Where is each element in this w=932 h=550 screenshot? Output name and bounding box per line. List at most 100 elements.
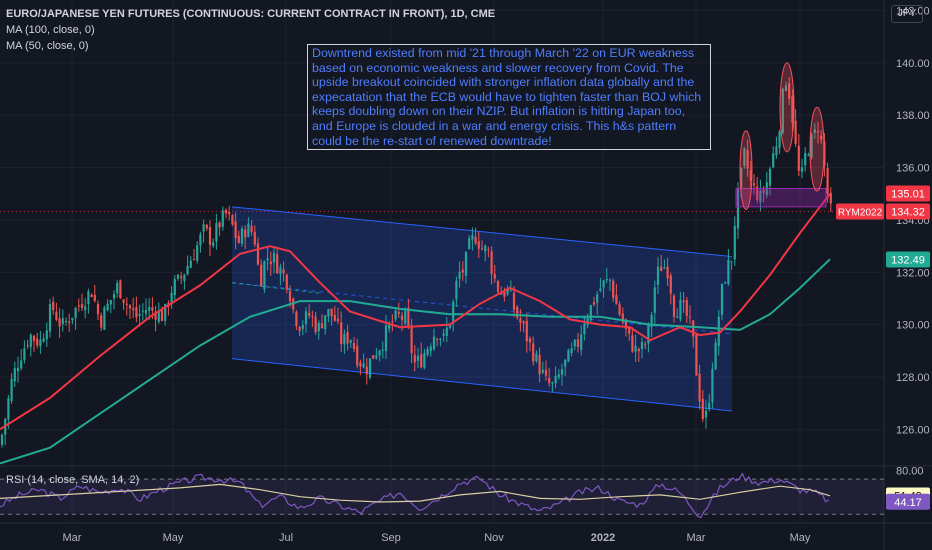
- candle[interactable]: [452, 299, 455, 332]
- channel-drawing[interactable]: [231, 206, 733, 412]
- candle[interactable]: [125, 297, 128, 316]
- candle[interactable]: [768, 166, 772, 196]
- candle[interactable]: [87, 288, 90, 314]
- candle[interactable]: [608, 278, 612, 292]
- candle[interactable]: [583, 315, 586, 341]
- candle[interactable]: [237, 230, 240, 244]
- candle[interactable]: [272, 246, 276, 274]
- candle[interactable]: [336, 307, 340, 325]
- candle[interactable]: [634, 334, 637, 362]
- candle[interactable]: [685, 297, 688, 323]
- candle[interactable]: [413, 345, 416, 372]
- candle[interactable]: [77, 298, 80, 312]
- candle[interactable]: [567, 348, 570, 362]
- candle[interactable]: [615, 283, 618, 305]
- candle[interactable]: [477, 231, 480, 259]
- candle[interactable]: [480, 240, 484, 251]
- candle[interactable]: [13, 361, 16, 387]
- candle[interactable]: [794, 109, 797, 147]
- candle[interactable]: [343, 329, 346, 354]
- candle[interactable]: [516, 305, 519, 320]
- candle[interactable]: [429, 343, 432, 357]
- candle[interactable]: [484, 244, 487, 262]
- candle[interactable]: [468, 235, 471, 250]
- candle[interactable]: [640, 337, 644, 359]
- candle[interactable]: [154, 305, 157, 332]
- candle[interactable]: [250, 220, 253, 236]
- candle[interactable]: [538, 347, 541, 383]
- candle[interactable]: [788, 76, 791, 106]
- ma50-line[interactable]: [0, 193, 831, 431]
- candle[interactable]: [183, 273, 186, 290]
- candle[interactable]: [679, 291, 682, 322]
- currency-button[interactable]: JPY: [891, 5, 923, 23]
- candle[interactable]: [109, 299, 112, 314]
- candle[interactable]: [445, 317, 448, 343]
- candle[interactable]: [349, 339, 352, 348]
- candle[interactable]: [714, 338, 717, 371]
- candle[interactable]: [192, 249, 196, 261]
- candle[interactable]: [772, 146, 775, 169]
- candle[interactable]: [512, 285, 516, 318]
- candle[interactable]: [173, 275, 176, 301]
- candle[interactable]: [61, 309, 64, 332]
- candle[interactable]: [55, 302, 58, 322]
- candle[interactable]: [506, 285, 509, 297]
- candle[interactable]: [189, 256, 192, 269]
- candle[interactable]: [215, 213, 218, 250]
- candle[interactable]: [589, 304, 592, 323]
- candle[interactable]: [704, 399, 708, 429]
- candle[interactable]: [45, 322, 48, 347]
- candle[interactable]: [548, 367, 551, 387]
- annotation-text[interactable]: Downtrend existed from mid '21 through M…: [307, 44, 711, 151]
- symbol-title[interactable]: EURO/JAPANESE YEN FUTURES (CONTINUOUS: C…: [6, 8, 496, 20]
- candle[interactable]: [116, 279, 119, 298]
- candle[interactable]: [135, 296, 138, 323]
- candle[interactable]: [663, 259, 666, 270]
- candle[interactable]: [266, 247, 269, 271]
- candle[interactable]: [224, 208, 228, 219]
- candle[interactable]: [487, 246, 490, 258]
- candles[interactable]: [0, 76, 832, 448]
- candle[interactable]: [439, 337, 442, 347]
- candle[interactable]: [138, 304, 141, 327]
- candle[interactable]: [464, 251, 468, 284]
- candle[interactable]: [231, 214, 234, 227]
- candle[interactable]: [362, 353, 365, 369]
- candle[interactable]: [628, 327, 631, 341]
- candle[interactable]: [752, 174, 756, 195]
- rsi-legend[interactable]: RSI (14, close, SMA, 14, 2): [6, 474, 140, 486]
- candle[interactable]: [378, 349, 381, 362]
- candle[interactable]: [493, 264, 496, 283]
- candle[interactable]: [621, 307, 624, 325]
- candle[interactable]: [442, 328, 445, 342]
- candle[interactable]: [727, 249, 730, 286]
- candle[interactable]: [0, 433, 4, 448]
- shoulder-ellipse[interactable]: [779, 62, 795, 153]
- candle[interactable]: [263, 260, 266, 293]
- candle[interactable]: [327, 308, 330, 323]
- candle[interactable]: [455, 276, 458, 308]
- candle[interactable]: [666, 257, 669, 286]
- candle[interactable]: [324, 315, 327, 335]
- candle[interactable]: [720, 283, 724, 321]
- ma100-line[interactable]: [0, 258, 831, 465]
- candle[interactable]: [644, 341, 647, 350]
- candle[interactable]: [432, 328, 436, 352]
- candle[interactable]: [144, 298, 148, 320]
- candle[interactable]: [525, 313, 528, 353]
- rsi-pane[interactable]: 80.00: [0, 465, 924, 519]
- candle[interactable]: [244, 225, 247, 250]
- candle[interactable]: [458, 261, 461, 288]
- candle[interactable]: [791, 89, 794, 132]
- candle[interactable]: [58, 307, 61, 338]
- candle[interactable]: [218, 220, 221, 236]
- candle[interactable]: [317, 320, 320, 340]
- candle[interactable]: [778, 129, 781, 154]
- candle[interactable]: [330, 308, 333, 326]
- candle[interactable]: [676, 308, 679, 319]
- candle[interactable]: [157, 302, 160, 324]
- candle[interactable]: [314, 311, 317, 336]
- candle[interactable]: [656, 257, 660, 294]
- candle[interactable]: [708, 393, 711, 412]
